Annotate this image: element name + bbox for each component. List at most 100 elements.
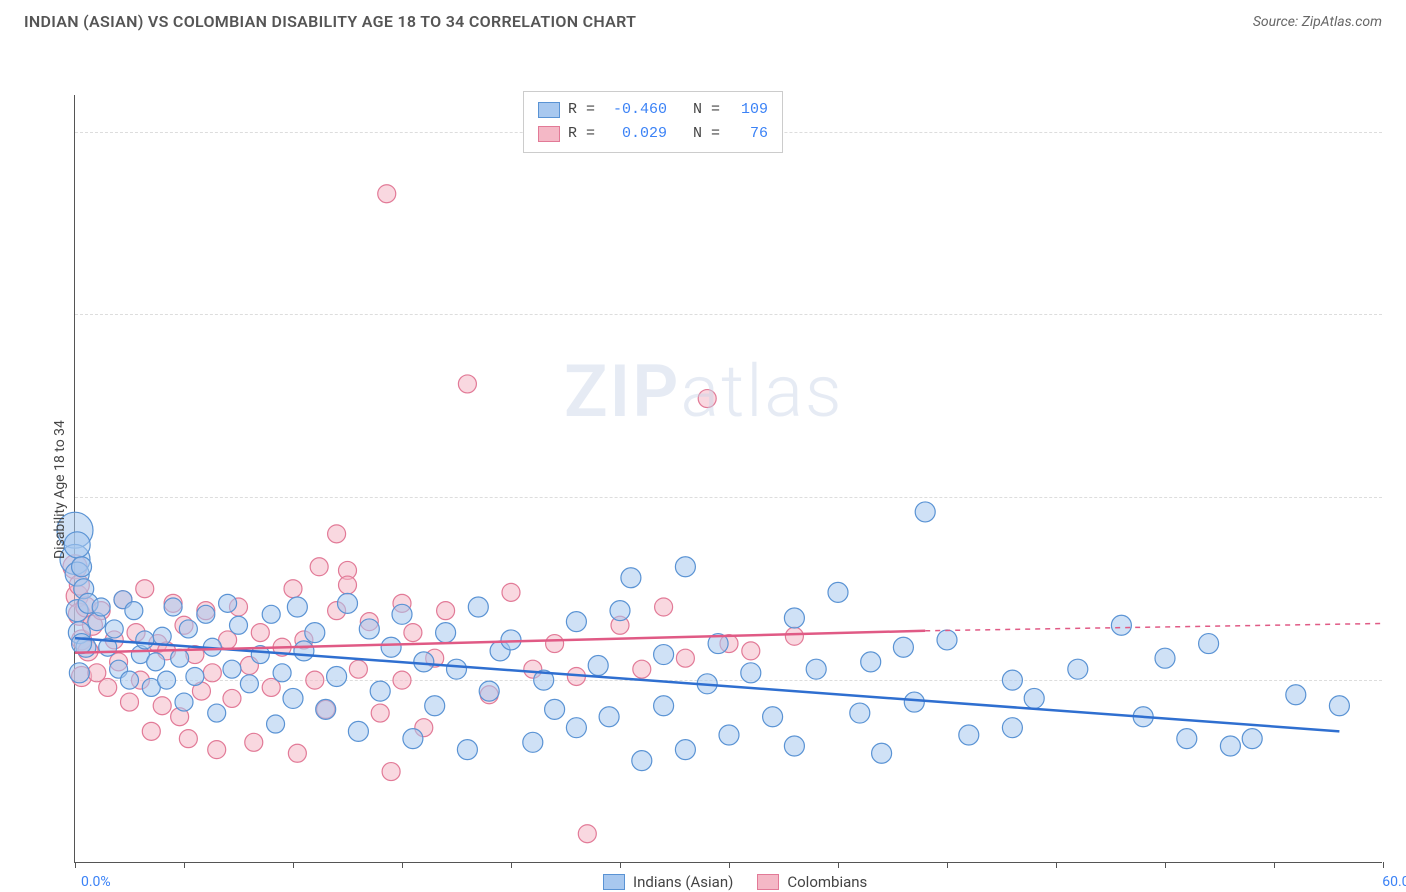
data-point [523,732,543,752]
plot-svg [75,95,1383,863]
data-point [370,681,390,701]
data-point [546,635,564,653]
data-point [186,667,204,685]
chart-title: INDIAN (ASIAN) VS COLOMBIAN DISABILITY A… [24,12,636,31]
data-point [121,671,139,689]
data-point [545,699,565,719]
data-point [287,597,307,617]
data-point [251,624,269,642]
data-point [959,725,979,745]
data-point [479,681,499,701]
data-point [125,602,143,620]
data-point [223,660,241,678]
data-point [349,660,367,678]
data-point [915,502,935,522]
legend-item: Indians (Asian) [603,873,733,891]
data-point [72,634,92,654]
data-point [1177,729,1197,749]
data-point [371,704,389,722]
data-point [219,594,237,612]
data-point [784,736,804,756]
data-point [197,605,215,623]
data-point [136,631,154,649]
data-point [99,678,117,696]
data-point [245,733,263,751]
data-point [621,568,641,588]
data-point [675,740,695,760]
plot-area: 5.0%10.0%15.0%20.0%0.0%60.0%R = -0.460 N… [74,95,1382,863]
data-point [937,630,957,650]
data-point [437,602,455,620]
data-point [267,715,285,733]
data-point [436,623,456,643]
data-point [288,744,306,762]
stat-r-label: R = [568,98,595,122]
data-point [273,664,291,682]
data-point [425,696,445,716]
data-point [784,608,804,628]
data-point [378,185,396,203]
legend-swatch [538,102,560,118]
data-point [806,659,826,679]
data-point [468,597,488,617]
trend-line-dashed [925,623,1383,630]
data-point [457,740,477,760]
data-point [327,666,347,686]
data-point [632,751,652,771]
data-point [262,605,280,623]
legend-label: Colombians [787,873,867,891]
data-point [208,741,226,759]
data-point [179,730,197,748]
data-point [339,576,357,594]
data-point [359,619,379,639]
data-point [414,652,434,672]
data-point [147,653,165,671]
data-point [306,671,324,689]
y-tick-label: 15.0% [1388,306,1406,322]
data-point [904,692,924,712]
data-point [382,763,400,781]
data-point [447,659,467,679]
data-point [1155,648,1175,668]
data-point [872,743,892,763]
data-point [578,825,596,843]
data-point [698,390,716,408]
data-point [403,729,423,749]
legend-item: Colombians [757,873,867,891]
data-point [158,671,176,689]
legend-swatch [538,126,560,142]
chart-source: Source: ZipAtlas.com [1253,14,1382,30]
data-point [850,703,870,723]
legend-label: Indians (Asian) [633,873,733,891]
data-point [72,557,92,577]
bottom-legend: Indians (Asian) Colombians [603,873,867,891]
data-point [153,697,171,715]
data-point [92,598,110,616]
stats-row: R = 0.029 N = 76 [538,122,768,146]
y-axis-label: Disability Age 18 to 34 [52,420,68,559]
data-point [1329,696,1349,716]
data-point [305,623,325,643]
data-point [153,627,171,645]
data-point [1002,670,1022,690]
data-point [179,620,197,638]
data-point [1024,688,1044,708]
data-point [763,707,783,727]
data-point [566,718,586,738]
data-point [223,689,241,707]
stat-n-label: N = [675,98,720,122]
stat-r-value: -0.460 [603,98,667,122]
data-point [676,649,694,667]
data-point [142,722,160,740]
x-tick [1383,862,1384,868]
data-point [284,580,302,598]
data-point [105,620,123,638]
data-point [741,663,761,683]
data-point [64,532,90,558]
legend-swatch [603,874,625,890]
data-point [283,688,303,708]
data-point [294,641,314,661]
data-point [654,645,674,665]
data-point [785,627,803,645]
data-point [381,637,401,657]
